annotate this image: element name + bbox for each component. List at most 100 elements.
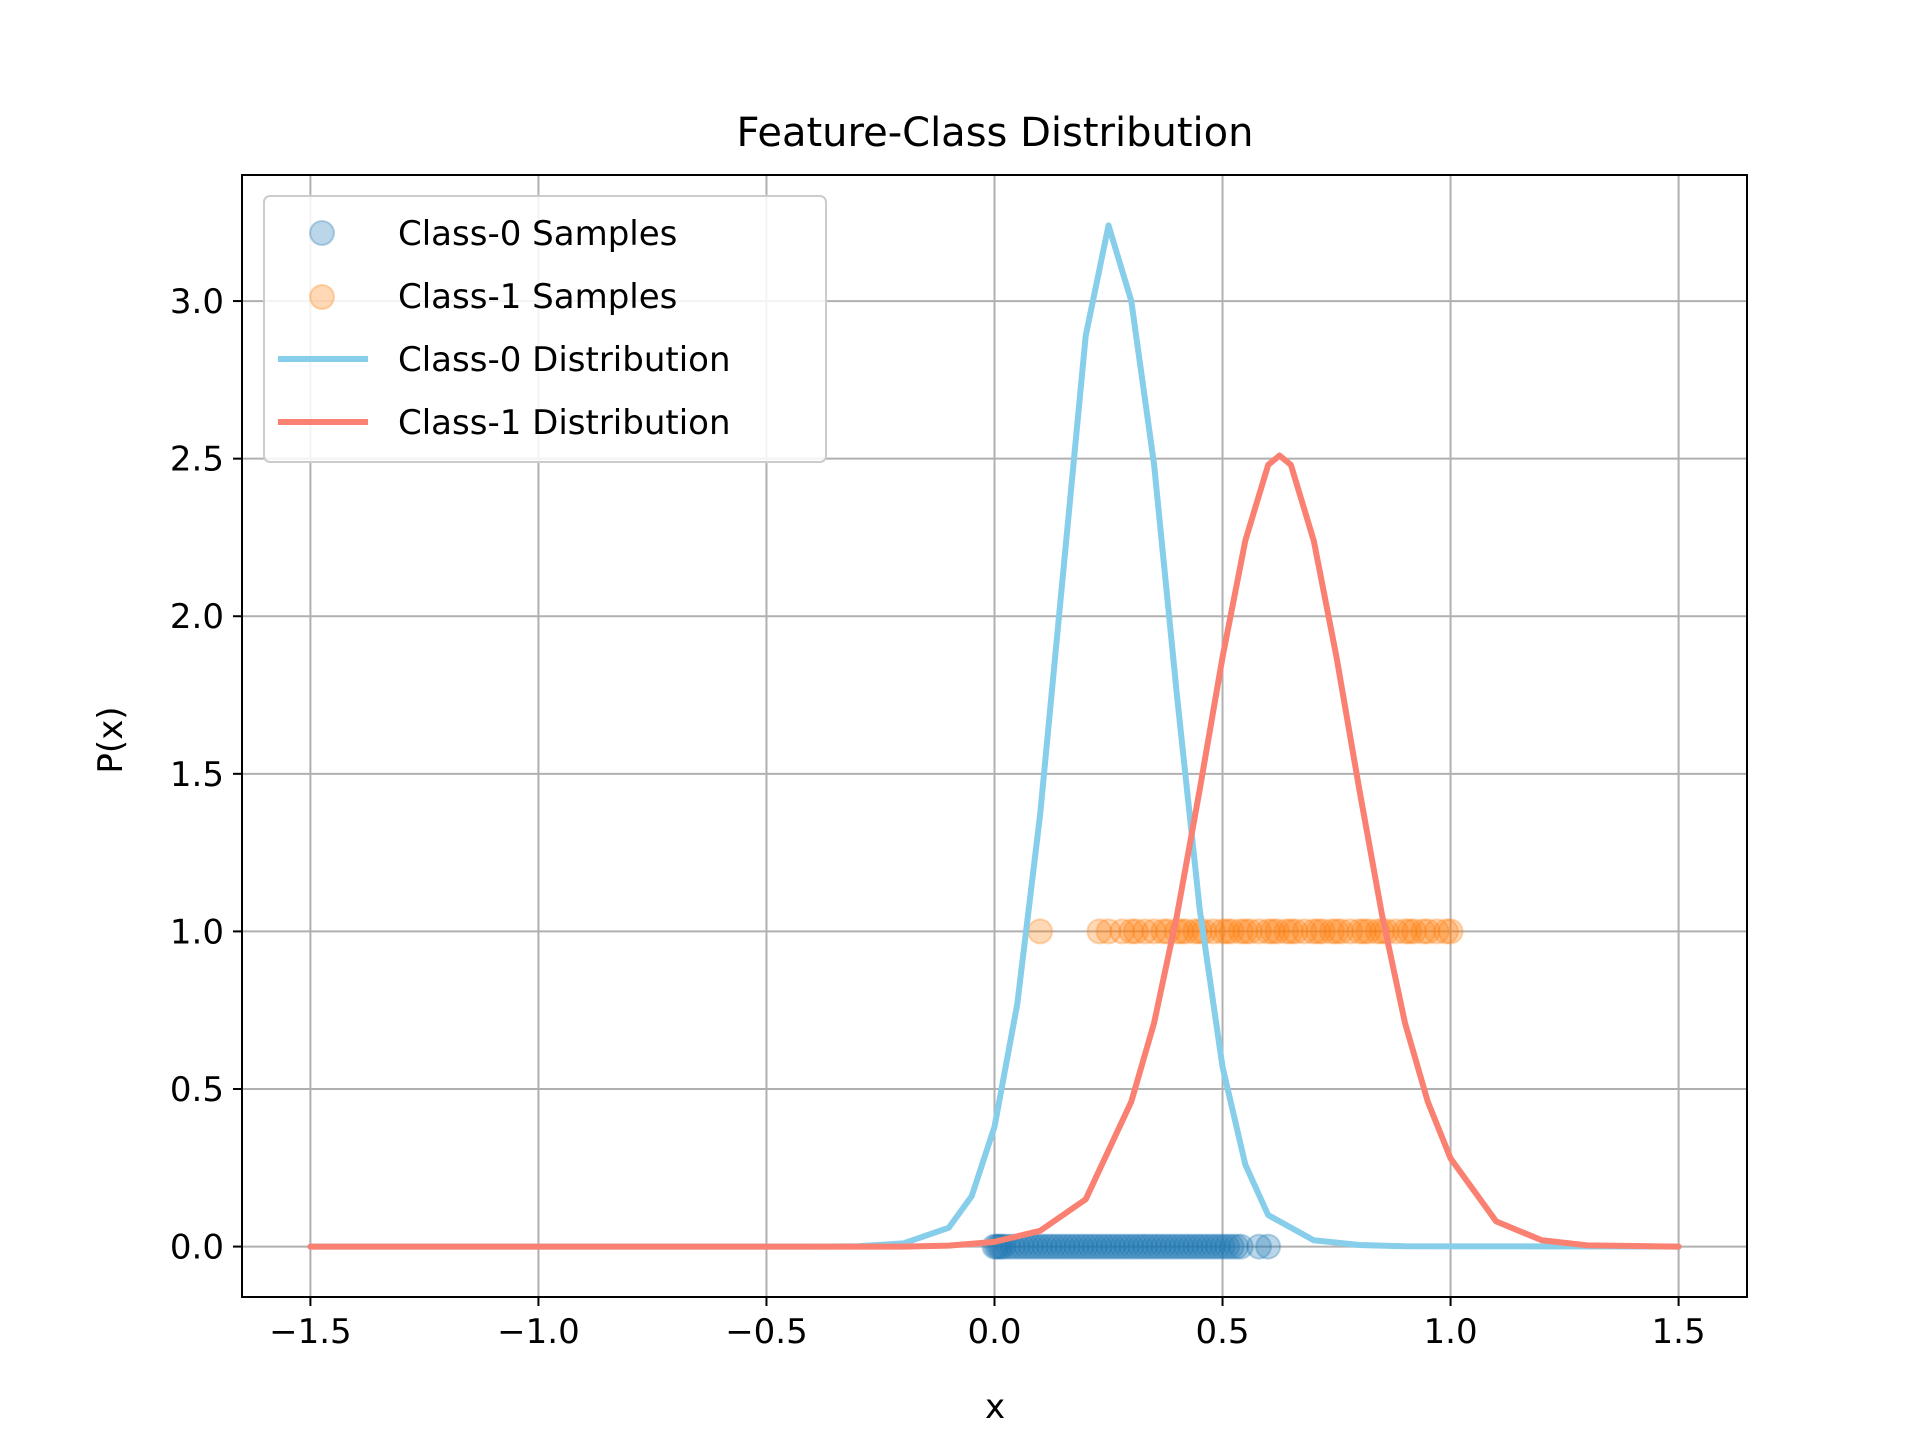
y-tick-label: 2.0 [170,597,224,637]
scatter-point-class-0 [1095,1233,1122,1260]
x-tick-label: −1.5 [269,1312,352,1352]
legend-label-class-1-distribution: Class-1 Distribution [398,403,731,443]
scatter-point-class-0 [1036,1233,1063,1260]
scatter-point-class-1 [1291,918,1318,945]
x-axis-label: x [985,1387,1005,1427]
scatter-point-class-1 [1236,918,1263,945]
scatter-point-class-1 [1109,918,1136,945]
scatter-point-class-1 [1277,918,1304,945]
scatter-point-class-1 [1214,918,1241,945]
scatter-point-class-0 [1182,1233,1209,1260]
scatter-point-class-0 [1059,1233,1086,1260]
legend-marker-class-1-samples [309,284,335,310]
scatter-point-class-0 [1136,1233,1163,1260]
scatter-point-class-1 [1122,918,1149,945]
scatter-point-class-1 [1246,918,1273,945]
scatter-point-class-1 [1414,918,1441,945]
scatter-point-class-1 [1433,918,1459,945]
scatter-point-class-0 [1054,1233,1081,1260]
scatter-point-class-1 [1355,918,1382,945]
scatter-point-class-1 [1437,918,1464,945]
scatter-point-class-0 [1186,1233,1213,1260]
scatter-point-class-1 [1396,918,1423,945]
scatter-point-class-0 [1159,1233,1186,1260]
scatter-point-class-1 [1423,918,1450,945]
scatter-point-class-1 [1328,918,1355,945]
x-tick-label: 1.0 [1424,1312,1478,1352]
scatter-point-class-0 [1173,1233,1200,1260]
series-line-class-0-distribution [307,222,1682,1250]
scatter-point-class-1 [1141,918,1168,945]
scatter-point-class-1 [1227,918,1254,945]
scatter-point-class-0 [1255,1233,1282,1260]
scatter-point-class-0 [1218,1233,1245,1260]
scatter-point-class-0 [1200,1233,1227,1260]
scatter-point-class-0 [1072,1233,1099,1260]
legend-marker-class-0-samples [309,220,335,246]
scatter-point-class-0 [1122,1233,1149,1260]
scatter-point-class-1 [1027,918,1054,945]
scatter-point-class-1 [1323,918,1350,945]
x-tick-label: 1.5 [1652,1312,1706,1352]
scatter-point-class-0 [1081,1233,1108,1260]
scatter-point-class-0 [1040,1233,1067,1260]
scatter-point-class-1 [1346,918,1373,945]
scatter-point-class-0 [1223,1233,1250,1260]
scatter-point-class-1 [1209,918,1236,945]
y-tick-label: 1.0 [170,912,224,952]
scatter-point-class-0 [1068,1233,1095,1260]
y-tick-label: 3.0 [170,282,224,322]
scatter-point-class-0 [1077,1233,1104,1260]
scatter-point-class-0 [1109,1233,1136,1260]
sample-points [981,918,1464,1260]
y-tick-label: 0.0 [170,1228,224,1268]
scatter-point-class-0 [1214,1233,1241,1260]
scatter-point-class-0 [1195,1233,1222,1260]
chart-title: Feature-Class Distribution [737,110,1254,156]
scatter-point-class-0 [1177,1233,1204,1260]
scatter-point-class-0 [1090,1233,1117,1260]
x-tick-label: 0.0 [967,1312,1021,1352]
scatter-point-class-0 [1204,1233,1231,1260]
scatter-point-class-1 [1218,918,1245,945]
scatter-point-class-1 [1273,918,1300,945]
legend: Class-0 Samples Class-1 Samples Class-0 … [263,195,827,463]
axis-ticks: −1.5 −1.0 −0.5 0.0 0.5 1.0 1.5 0.0 0.5 1.0 1.5 2.0 2… [170,282,1706,1352]
scatter-point-class-0 [1086,1233,1113,1260]
scatter-point-class-0 [1209,1233,1236,1260]
scatter-point-class-0 [1049,1233,1076,1260]
series-line-class-1-distribution [307,452,1682,1250]
scatter-point-class-0 [1246,1233,1273,1260]
scatter-point-class-0 [1100,1233,1127,1260]
legend-label-class-0-distribution: Class-0 Distribution [398,340,731,380]
scatter-point-class-0 [1027,1233,1054,1260]
x-tick-label: −0.5 [725,1312,808,1352]
scatter-point-class-1 [1410,918,1437,945]
y-tick-label: 2.5 [170,440,224,480]
scatter-point-class-0 [1145,1233,1172,1260]
scatter-point-class-0 [1227,1233,1254,1260]
scatter-point-class-0 [1113,1233,1140,1260]
scatter-point-class-1 [1118,918,1145,945]
scatter-point-class-0 [1127,1233,1154,1260]
scatter-point-class-0 [1163,1233,1190,1260]
scatter-point-class-0 [1045,1233,1072,1260]
scatter-point-class-1 [1318,918,1345,945]
scatter-point-class-1 [1350,918,1377,945]
y-tick-label: 0.5 [170,1070,224,1110]
scatter-point-class-0 [1132,1233,1158,1260]
y-axis-label: P(x) [91,706,131,773]
legend-box [263,195,827,463]
scatter-point-class-1 [1309,918,1336,945]
x-tick-label: 0.5 [1195,1312,1249,1352]
scatter-point-class-1 [1255,918,1282,945]
scatter-point-class-1 [1086,918,1113,945]
scatter-point-class-1 [1391,918,1418,945]
scatter-point-class-1 [1401,918,1428,945]
scatter-point-class-1 [1305,918,1332,945]
scatter-point-class-0 [1118,1233,1145,1260]
scatter-point-class-0 [1150,1233,1177,1260]
scatter-point-class-0 [1191,1233,1218,1260]
scatter-point-class-1 [1232,918,1259,945]
